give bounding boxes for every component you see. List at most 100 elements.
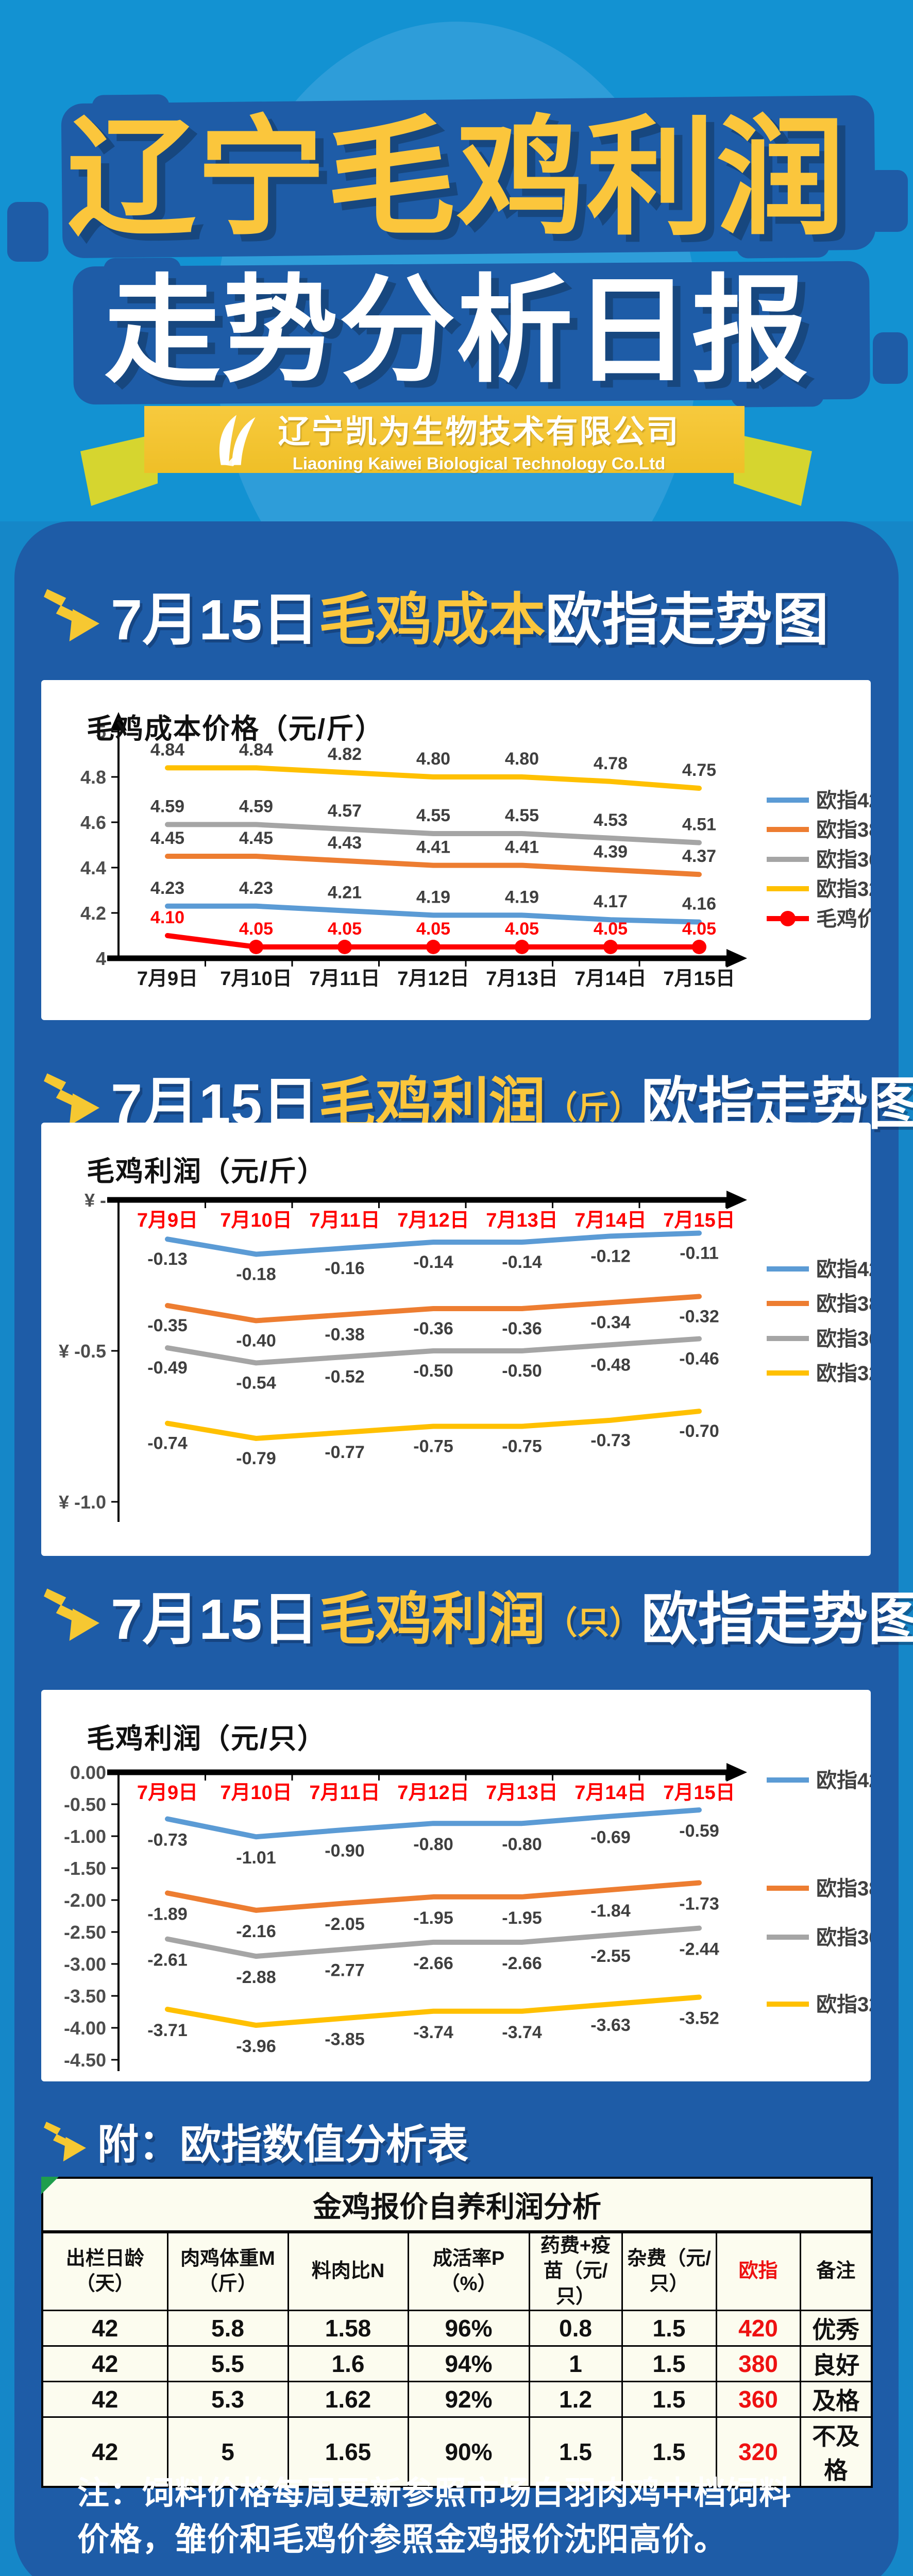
svg-text:欧指320: 欧指320 <box>816 878 871 901</box>
svg-text:-0.74: -0.74 <box>147 1434 188 1453</box>
table-cell: 5.3 <box>166 2381 289 2418</box>
svg-text:欧指360: 欧指360 <box>816 1328 871 1350</box>
table-title-row: 金鸡报价自养利润分析 <box>41 2177 873 2233</box>
svg-text:7月11日: 7月11日 <box>309 1782 380 1804</box>
analysis-table: 金鸡报价自养利润分析 出栏日龄（天） 肉鸡体重M（斤） 料肉比N 成活率P（%） 药费+疫… <box>41 2177 873 2488</box>
svg-text:-0.34: -0.34 <box>590 1313 631 1332</box>
svg-text:-2.00: -2.00 <box>64 1890 106 1911</box>
table-title: 金鸡报价自养利润分析 <box>41 2177 873 2233</box>
svg-text:7月9日: 7月9日 <box>137 968 198 990</box>
series-line <box>165 765 702 791</box>
svg-text:¥ -0.5: ¥ -0.5 <box>59 1341 106 1362</box>
company-ribbon: 辽宁凯为生物技术有限公司 Liaoning Kaiwei Biological … <box>144 406 745 473</box>
svg-text:欧指320: 欧指320 <box>816 1993 871 2016</box>
arrow-down-right-icon <box>44 1588 99 1641</box>
svg-text:-0.46: -0.46 <box>679 1349 719 1369</box>
svg-text:7月13日: 7月13日 <box>486 1210 557 1231</box>
svg-text:¥ -1.0: ¥ -1.0 <box>59 1492 106 1513</box>
chart-card-profit-jin: ¥ - ¥ -0.5 ¥ -1.0 7月9日 7月10日 7月11日 7月12日 7月13日 7… <box>41 1123 871 1556</box>
table-header-cell: 成活率P（%） <box>407 2231 530 2312</box>
svg-text:欧指360: 欧指360 <box>816 1926 871 1949</box>
svg-text:7月13日: 7月13日 <box>486 1782 557 1804</box>
svg-text:-0.48: -0.48 <box>590 1355 631 1375</box>
svg-text:欧指420: 欧指420 <box>816 1258 871 1281</box>
svg-text:-3.85: -3.85 <box>325 2029 365 2049</box>
svg-text:4.78: 4.78 <box>594 754 628 773</box>
svg-text:-4.50: -4.50 <box>64 2049 106 2071</box>
svg-text:4.45: 4.45 <box>239 828 273 848</box>
table-cell: 1.65 <box>287 2416 409 2488</box>
table-cell: 42 <box>41 2416 168 2488</box>
svg-text:4.23: 4.23 <box>150 878 184 898</box>
svg-text:4.05: 4.05 <box>239 919 273 939</box>
table-cell: 1 <box>528 2345 623 2383</box>
svg-text:7月12日: 7月12日 <box>397 1210 469 1231</box>
svg-text:-0.12: -0.12 <box>590 1246 631 1266</box>
svg-text:4.59: 4.59 <box>239 796 273 816</box>
svg-text:-1.73: -1.73 <box>679 1894 719 1914</box>
chart-title: 毛鸡成本价格（元/斤） <box>87 714 384 744</box>
table-cell: 1.58 <box>287 2310 409 2347</box>
svg-text:4.57: 4.57 <box>328 801 362 821</box>
company-name-cn: 辽宁凯为生物技术有限公司 <box>278 414 680 450</box>
table-cell: 及格 <box>799 2381 873 2418</box>
svg-text:4.84: 4.84 <box>239 740 273 759</box>
table-row: 42 5.8 1.58 96% 0.8 1.5 420 优秀 <box>41 2310 873 2347</box>
svg-text:4.45: 4.45 <box>150 828 184 848</box>
svg-text:4.75: 4.75 <box>682 760 716 780</box>
svg-text:7月14日: 7月14日 <box>574 1210 646 1231</box>
svg-text:7月14日: 7月14日 <box>574 1782 646 1804</box>
table-cell: 1.62 <box>287 2381 409 2418</box>
svg-text:4.43: 4.43 <box>328 833 362 853</box>
svg-text:4.55: 4.55 <box>416 806 450 825</box>
table-cell: 1.2 <box>528 2381 623 2418</box>
series-line <box>165 1925 702 1959</box>
chart-title: 毛鸡利润（元/斤） <box>87 1156 327 1187</box>
svg-text:欧指360: 欧指360 <box>816 849 871 871</box>
profit-per-bird-line-chart: 0.00 -0.50 -1.00 -1.50 -2.00 -2.50 -3.00 -3.50 -… <box>64 1762 871 2071</box>
svg-text:-0.79: -0.79 <box>236 1449 276 1468</box>
svg-text:-1.95: -1.95 <box>413 1908 453 1928</box>
svg-text:-3.52: -3.52 <box>679 2008 719 2028</box>
table-cell: 1.5 <box>528 2416 623 2488</box>
svg-text:-3.74: -3.74 <box>413 2023 453 2042</box>
svg-text:-2.44: -2.44 <box>679 1940 719 1959</box>
svg-text:-0.38: -0.38 <box>325 1325 365 1345</box>
svg-text:7月15日: 7月15日 <box>663 1782 735 1804</box>
svg-text:4: 4 <box>96 948 106 969</box>
svg-text:-0.70: -0.70 <box>679 1421 719 1441</box>
svg-text:-0.36: -0.36 <box>413 1319 453 1338</box>
table-cell: 360 <box>715 2381 801 2418</box>
table-cell: 1.5 <box>621 2310 717 2347</box>
svg-text:-3.00: -3.00 <box>64 1954 106 1975</box>
series-line <box>165 1336 702 1366</box>
chart-card-profit-bird: 0.00 -0.50 -1.00 -1.50 -2.00 -2.50 -3.00 -3.50 -… <box>41 1690 871 2081</box>
svg-text:7月9日: 7月9日 <box>137 1782 198 1804</box>
svg-text:-0.50: -0.50 <box>502 1361 542 1381</box>
svg-text:0.00: 0.00 <box>70 1762 106 1783</box>
edge-decoration <box>873 332 908 384</box>
chart-card-cost: 5 4.8 4.6 4.4 4.2 4 7月9日 7月10日 7月11日 7月12日 7月13日 7月… <box>41 680 871 1020</box>
svg-text:7月10日: 7月10日 <box>220 1782 292 1804</box>
svg-text:-1.95: -1.95 <box>502 1908 542 1928</box>
table-cell: 1.6 <box>287 2345 409 2383</box>
company-name-en: Liaoning Kaiwei Biological Technology Co… <box>292 454 666 473</box>
svg-text:4.2: 4.2 <box>80 903 106 924</box>
svg-text:4.05: 4.05 <box>505 919 539 939</box>
table-cell: 420 <box>715 2310 801 2347</box>
svg-text:-4.00: -4.00 <box>64 2018 106 2039</box>
svg-text:7月11日: 7月11日 <box>309 968 380 990</box>
svg-text:7月11日: 7月11日 <box>309 1210 380 1231</box>
svg-text:4.37: 4.37 <box>682 846 716 866</box>
svg-text:-0.90: -0.90 <box>325 1841 365 1861</box>
svg-text:-0.16: -0.16 <box>325 1259 365 1278</box>
table-cell: 96% <box>407 2310 530 2347</box>
arrow-down-right-icon <box>44 1073 99 1126</box>
svg-text:-3.71: -3.71 <box>147 2021 188 2040</box>
company-logo-icon <box>219 415 256 466</box>
section-header-table: 附：欧指数值分析表 <box>44 2111 468 2171</box>
svg-text:4.05: 4.05 <box>682 919 716 939</box>
section-header-cost: 7月15日毛鸡成本欧指走势图 <box>44 567 829 662</box>
table-header-cell: 杂费（元/只） <box>621 2231 717 2312</box>
